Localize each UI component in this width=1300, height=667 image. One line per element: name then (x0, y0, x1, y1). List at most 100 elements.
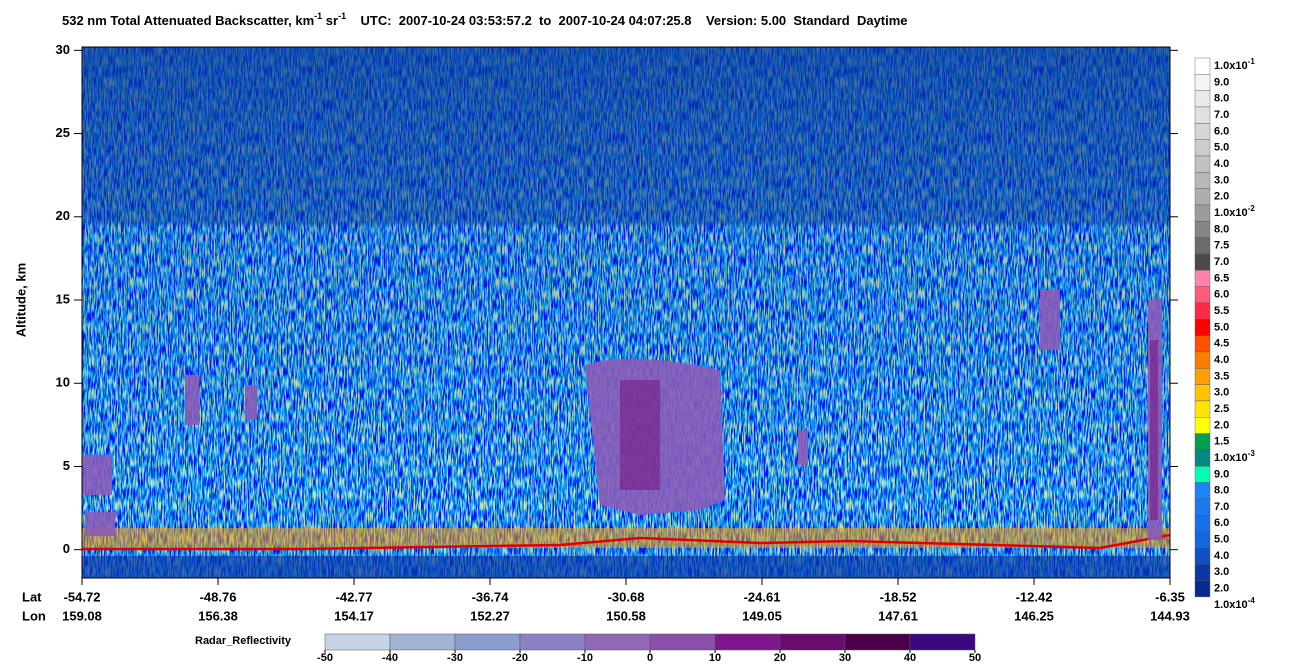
colorbar-label-text: 4.5 (1214, 338, 1229, 350)
y-tick-label: 20 (56, 208, 70, 223)
colorbar-bin (1194, 123, 1211, 140)
colorbar-label-text: 5.0 (1214, 142, 1229, 154)
colorbar-label: 2.0 (1214, 582, 1229, 594)
y-tick-label: 5 (63, 458, 70, 473)
colorbar-label: 9.0 (1214, 76, 1229, 88)
radar-colorbar-label: Radar_Reflectivity (195, 635, 292, 647)
colorbar-bin (1194, 482, 1211, 500)
colorbar-label: 4.0 (1214, 354, 1229, 366)
colorbar-bin (1194, 270, 1211, 287)
colorbar-label-text: 5.5 (1214, 305, 1229, 317)
colorbar-bin (1194, 74, 1211, 91)
colorbar-bin (1194, 531, 1211, 549)
colorbar-label-text: 8.0 (1214, 223, 1229, 235)
colorbar-bin (1194, 319, 1211, 336)
colorbar-bin (1194, 204, 1211, 222)
colorbar-bin (1194, 580, 1211, 598)
colorbar-label: 2.0 (1214, 191, 1229, 203)
colorbar-label: 7.0 (1214, 256, 1229, 268)
colorbar-bin (1194, 106, 1211, 124)
subsurface (82, 556, 1170, 578)
colorbar-label: 5.5 (1214, 305, 1229, 317)
colorbar-bin (1194, 188, 1211, 206)
colorbar-bin (1194, 302, 1211, 320)
title-part: UTC: 2007-10-24 03:53:57.2 to 2007-10-24… (346, 13, 907, 28)
colorbar-label: 3.0 (1214, 566, 1229, 578)
colorbar-bin (1194, 384, 1211, 402)
colorbar-label: 3.0 (1214, 387, 1229, 399)
colorbar-bin (1194, 286, 1211, 304)
colorbar-bin (1194, 564, 1211, 581)
x-row-label: Lat (22, 589, 42, 604)
colorbar-label-text: 1.0x10 (1214, 599, 1248, 611)
colorbar-label-exp: -1 (1248, 57, 1256, 66)
title-part: sr (322, 13, 338, 28)
x-tick-label: 154.17 (334, 608, 374, 623)
colorbar-bin (1194, 221, 1211, 238)
colorbar-bin (1194, 400, 1211, 418)
radar-tick-label: -30 (447, 652, 463, 664)
x-tick-label: -36.74 (472, 589, 510, 604)
colorbar-label: 4.0 (1214, 550, 1229, 562)
colorbar-label-text: 6.0 (1214, 125, 1229, 137)
colorbar-label: 4.0 (1214, 158, 1229, 170)
colorbar-label: 3.0 (1214, 174, 1229, 186)
colorbar-label: 6.5 (1214, 272, 1229, 284)
colorbar-label-text: 6.0 (1214, 289, 1229, 301)
colorbar-label-text: 2.0 (1214, 419, 1229, 431)
radar-tick-label: 10 (709, 652, 721, 664)
colorbar-label: 7.0 (1214, 501, 1229, 513)
x-tick-label: -12.42 (1016, 589, 1053, 604)
radar-colorbar-bin (519, 633, 586, 651)
x-tick-label: -6.35 (1155, 589, 1185, 604)
colorbar-label-exp: -2 (1248, 204, 1256, 213)
colorbar-label: 5.0 (1214, 321, 1229, 333)
y-tick-label: 25 (56, 125, 70, 140)
radar-colorbar-bin (584, 633, 651, 651)
colorbar-bin (1194, 155, 1211, 173)
y-tick-label: 10 (56, 375, 70, 390)
colorbar-label: 6.0 (1214, 125, 1229, 137)
radar-colorbar-bin (649, 633, 716, 651)
y-axis-label: Altitude, km (13, 263, 28, 337)
colorbar-bin (1194, 139, 1211, 157)
colorbar-label: 8.0 (1214, 93, 1229, 105)
colorbar-label: 3.5 (1214, 370, 1229, 382)
colorbar-label: 4.5 (1214, 338, 1229, 350)
x-tick-label: 149.05 (742, 608, 782, 623)
backscatter-image (82, 47, 1171, 578)
surface-line (82, 533, 1171, 551)
radar-tick-label: -50 (317, 652, 333, 664)
x-tick-label: -42.77 (336, 589, 373, 604)
radar-tick-label: 0 (647, 652, 653, 664)
colorbar-bin (1194, 253, 1211, 271)
colorbar-label-text: 1.0x10 (1214, 207, 1248, 219)
x-tick-label: -30.68 (608, 589, 645, 604)
colorbar-label-text: 3.0 (1214, 174, 1229, 186)
colorbar-label-text: 3.0 (1214, 566, 1229, 578)
colorbar-label-text: 7.0 (1214, 256, 1229, 268)
radar-colorbar-bin (324, 633, 391, 651)
colorbar-label-text: 2.0 (1214, 191, 1229, 203)
colorbar-label: 7.0 (1214, 109, 1229, 121)
radar-tick-label: -20 (512, 652, 528, 664)
colorbar-label: 6.0 (1214, 289, 1229, 301)
colorbar-bin (1194, 449, 1211, 467)
y-tick-label: 30 (56, 42, 70, 57)
x-tick-label: 152.27 (470, 608, 510, 623)
colorbar-label-text: 1.0x10 (1214, 60, 1248, 72)
x-tick-label: 147.61 (878, 608, 918, 623)
colorbar-bin (1194, 90, 1211, 108)
colorbar-label-text: 7.0 (1214, 109, 1229, 121)
x-tick-label: -24.61 (744, 589, 781, 604)
x-tick-label: -18.52 (880, 589, 917, 604)
colorbar-label: 9.0 (1214, 468, 1229, 480)
colorbar-bin (1194, 417, 1211, 434)
colorbar-bin (1194, 466, 1211, 483)
x-row-label: Lon (22, 608, 46, 623)
radar-colorbar-bin (779, 633, 846, 651)
colorbar-label-text: 3.5 (1214, 370, 1229, 382)
radar-colorbar-bin (844, 633, 911, 651)
radar-tick-label: 50 (969, 652, 981, 664)
